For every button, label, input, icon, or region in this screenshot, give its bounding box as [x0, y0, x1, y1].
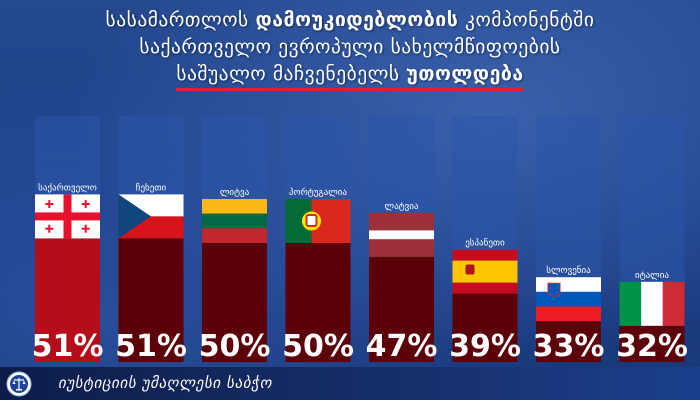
chart-title: სასამართლოს დამოუკიდებლობის კომპონენტში …	[0, 6, 700, 91]
italy-flag-icon	[619, 281, 685, 326]
category-label: ლატვია	[385, 202, 419, 212]
title-line-2: საქართველო ევროპული სახელმწიფოების	[0, 33, 700, 60]
title-line-1-highlight: დამოუკიდებლობის	[255, 8, 459, 31]
georgia-flag-icon	[35, 194, 100, 239]
lithuania-flag-icon	[202, 199, 267, 243]
category-label: ჩეხეთი	[136, 182, 167, 193]
category-label: ესპანეთი	[465, 238, 505, 249]
bar-3	[202, 243, 267, 362]
title-line-3-prefix: საშუალო მაჩვენებელს	[176, 62, 400, 85]
title-line-3-highlight: უთოლდება	[406, 62, 524, 85]
title-line-1-suffix: კომპონენტში	[465, 8, 595, 31]
category-label: ლიტვა	[220, 188, 250, 198]
category-label: საქართველო	[38, 182, 97, 193]
bar-1	[35, 238, 100, 362]
value-label: 50%	[199, 329, 271, 364]
title-line-1: სასამართლოს დამოუკიდებლობის კომპონენტში	[0, 6, 700, 33]
value-label: 50%	[282, 329, 354, 364]
value-label: 32%	[616, 329, 688, 364]
title-line-3: საშუალო მაჩვენებელს უთოლდება	[0, 60, 700, 91]
footer-org-name: იუსტიციის უმაღლესი საბჭო	[58, 374, 272, 392]
value-label: 51%	[32, 329, 104, 364]
bar-2	[118, 238, 184, 362]
bar-6	[452, 293, 518, 362]
czech-flag-icon	[118, 194, 184, 239]
title-line-1-prefix: სასამართლოს	[105, 8, 249, 31]
bar-4	[285, 243, 351, 362]
bar-7	[536, 321, 601, 362]
category-label: იტალია	[635, 271, 669, 281]
value-label: 51%	[115, 329, 187, 364]
title-line-3-underlined: საშუალო მაჩვენებელს უთოლდება	[176, 60, 524, 91]
value-label: 39%	[449, 329, 521, 364]
bar-8	[619, 325, 685, 362]
category-label: პორტუგალია	[289, 187, 347, 198]
category-label: სლოვენია	[546, 265, 591, 276]
bar-5	[369, 256, 434, 362]
latvia-flag-icon	[369, 212, 434, 257]
portugal-flag-icon	[285, 199, 351, 243]
scales-emblem-icon	[6, 371, 32, 397]
footer-bar: იუსტიციის უმაღლესი საბჭო	[0, 367, 700, 400]
title-line-2-text: საქართველო ევროპული სახელმწიფოების	[139, 35, 561, 58]
slovenia-flag-icon	[536, 277, 601, 322]
value-label: 47%	[366, 329, 438, 364]
spain-flag-icon	[452, 249, 518, 294]
value-label: 33%	[533, 329, 605, 364]
